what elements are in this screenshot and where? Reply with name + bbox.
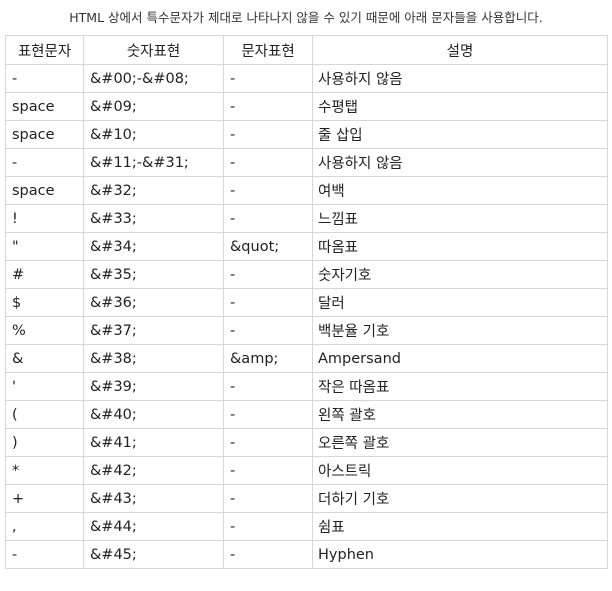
cell-named-entity: - <box>223 372 313 401</box>
cell-display-char: - <box>5 540 84 569</box>
cell-display-char: ' <box>5 372 84 401</box>
table-row: & &#38; &amp; Ampersand <box>5 344 608 373</box>
cell-numeric-code: &#10; <box>83 120 224 149</box>
cell-display-char: , <box>5 512 84 541</box>
cell-numeric-code: &#41; <box>83 428 224 457</box>
cell-numeric-code: &#32; <box>83 176 224 205</box>
cell-display-char: * <box>5 456 84 485</box>
cell-description: 따옴표 <box>312 232 608 261</box>
cell-description: 오른쪽 괄호 <box>312 428 608 457</box>
cell-description: 여백 <box>312 176 608 205</box>
cell-description: 쉼표 <box>312 512 608 541</box>
table-row: + &#43; - 더하기 기호 <box>5 484 608 513</box>
cell-numeric-code: &#42; <box>83 456 224 485</box>
cell-named-entity: - <box>223 316 313 345</box>
cell-named-entity: - <box>223 204 313 233</box>
cell-display-char: space <box>5 92 84 121</box>
cell-description: 느낌표 <box>312 204 608 233</box>
cell-description: 수평탭 <box>312 92 608 121</box>
cell-description: 사용하지 않음 <box>312 148 608 177</box>
cell-description: 달러 <box>312 288 608 317</box>
header-description: 설명 <box>312 35 608 65</box>
table-row: space &#10; - 줄 삽입 <box>5 120 608 149</box>
table-row: ' &#39; - 작은 따옴표 <box>5 372 608 401</box>
cell-numeric-code: &#38; <box>83 344 224 373</box>
table-row: , &#44; - 쉼표 <box>5 512 608 541</box>
table-row: space &#09; - 수평탭 <box>5 92 608 121</box>
cell-description: 더하기 기호 <box>312 484 608 513</box>
table-row: space &#32; - 여백 <box>5 176 608 205</box>
cell-numeric-code: &#34; <box>83 232 224 261</box>
header-named-entity: 문자표현 <box>223 35 313 65</box>
table-caption: HTML 상에서 특수문자가 제대로 나타나지 않을 수 있기 때문에 아래 문… <box>69 10 543 25</box>
table-row: $ &#36; - 달러 <box>5 288 608 317</box>
cell-named-entity: - <box>223 120 313 149</box>
table-row: " &#34; &quot; 따옴표 <box>5 232 608 261</box>
table-row: ! &#33; - 느낌표 <box>5 204 608 233</box>
entity-table: 표현문자 숫자표현 문자표현 설명 - &#00;-&#08; - 사용하지 않… <box>5 35 608 569</box>
cell-display-char: % <box>5 316 84 345</box>
cell-display-char: " <box>5 232 84 261</box>
cell-numeric-code: &#40; <box>83 400 224 429</box>
cell-display-char: - <box>5 64 84 93</box>
cell-named-entity: - <box>223 64 313 93</box>
table-row: * &#42; - 아스트릭 <box>5 456 608 485</box>
cell-description: 작은 따옴표 <box>312 372 608 401</box>
table-row: - &#45; - Hyphen <box>5 540 608 569</box>
cell-named-entity: &amp; <box>223 344 313 373</box>
cell-named-entity: - <box>223 400 313 429</box>
table-row: % &#37; - 백분율 기호 <box>5 316 608 345</box>
cell-named-entity: - <box>223 456 313 485</box>
cell-display-char: space <box>5 120 84 149</box>
cell-named-entity: - <box>223 260 313 289</box>
cell-description: 아스트릭 <box>312 456 608 485</box>
cell-named-entity: - <box>223 176 313 205</box>
cell-named-entity: - <box>223 512 313 541</box>
cell-description: Hyphen <box>312 540 608 569</box>
cell-named-entity: - <box>223 484 313 513</box>
cell-display-char: space <box>5 176 84 205</box>
cell-description: 사용하지 않음 <box>312 64 608 93</box>
cell-numeric-code: &#44; <box>83 512 224 541</box>
cell-numeric-code: &#35; <box>83 260 224 289</box>
cell-display-char: ! <box>5 204 84 233</box>
cell-display-char: ( <box>5 400 84 429</box>
cell-display-char: # <box>5 260 84 289</box>
cell-named-entity: &quot; <box>223 232 313 261</box>
cell-numeric-code: &#09; <box>83 92 224 121</box>
cell-description: 줄 삽입 <box>312 120 608 149</box>
cell-named-entity: - <box>223 540 313 569</box>
cell-named-entity: - <box>223 428 313 457</box>
cell-display-char: ) <box>5 428 84 457</box>
header-display-char: 표현문자 <box>5 35 84 65</box>
cell-numeric-code: &#00;-&#08; <box>83 64 224 93</box>
table-row: ) &#41; - 오른쪽 괄호 <box>5 428 608 457</box>
cell-display-char: $ <box>5 288 84 317</box>
cell-description: 숫자기호 <box>312 260 608 289</box>
cell-numeric-code: &#39; <box>83 372 224 401</box>
table-row: # &#35; - 숫자기호 <box>5 260 608 289</box>
cell-description: Ampersand <box>312 344 608 373</box>
cell-display-char: + <box>5 484 84 513</box>
table-row: ( &#40; - 왼쪽 괄호 <box>5 400 608 429</box>
cell-named-entity: - <box>223 148 313 177</box>
cell-display-char: & <box>5 344 84 373</box>
table-row: - &#11;-&#31; - 사용하지 않음 <box>5 148 608 177</box>
cell-numeric-code: &#45; <box>83 540 224 569</box>
cell-numeric-code: &#36; <box>83 288 224 317</box>
cell-numeric-code: &#33; <box>83 204 224 233</box>
cell-named-entity: - <box>223 92 313 121</box>
cell-numeric-code: &#11;-&#31; <box>83 148 224 177</box>
table-header-row: 표현문자 숫자표현 문자표현 설명 <box>5 35 608 65</box>
cell-display-char: - <box>5 148 84 177</box>
table-body: - &#00;-&#08; - 사용하지 않음 space &#09; - 수평… <box>5 64 608 569</box>
header-numeric-code: 숫자표현 <box>83 35 224 65</box>
cell-numeric-code: &#43; <box>83 484 224 513</box>
cell-description: 백분율 기호 <box>312 316 608 345</box>
cell-numeric-code: &#37; <box>83 316 224 345</box>
table-row: - &#00;-&#08; - 사용하지 않음 <box>5 64 608 93</box>
cell-named-entity: - <box>223 288 313 317</box>
cell-description: 왼쪽 괄호 <box>312 400 608 429</box>
